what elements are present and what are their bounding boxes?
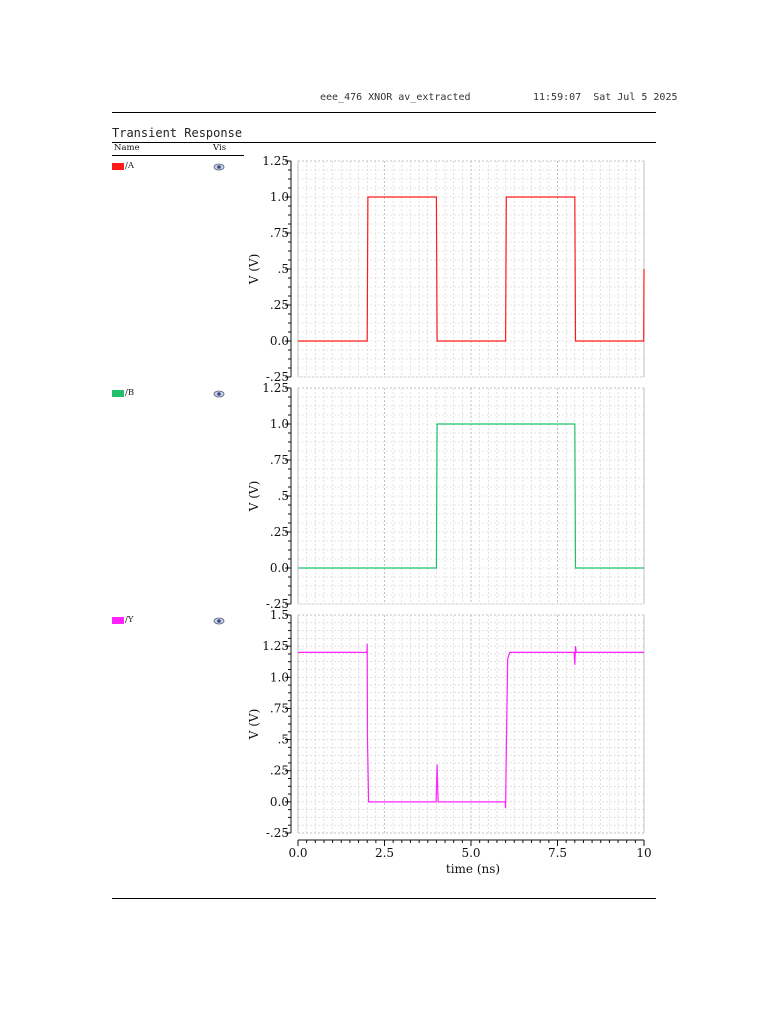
- legend-row-y[interactable]: /Y: [112, 615, 242, 627]
- plot-frame: [297, 614, 645, 834]
- x-tick-label: 2.5: [375, 846, 394, 860]
- legend-row-a[interactable]: /A: [112, 161, 242, 173]
- eye-icon[interactable]: [213, 615, 225, 627]
- y-tick-label: .5: [278, 489, 289, 503]
- y-tick-label: 1.25: [262, 639, 289, 653]
- series-line-Y: [298, 643, 644, 809]
- signal-y-name: /Y: [125, 615, 134, 625]
- y-tick-label: 0.0: [270, 334, 289, 348]
- y-tick-label: 0.0: [270, 795, 289, 809]
- y-axis-label: V (V): [247, 709, 261, 741]
- y-tick-label: -.25: [266, 370, 289, 384]
- y-tick-label: .75: [270, 226, 289, 240]
- panel-title: Transient Response: [112, 126, 243, 140]
- y-tick-label: .5: [278, 733, 289, 747]
- y-tick-label: 1.0: [270, 190, 289, 204]
- x-tick-label: 10: [636, 846, 651, 860]
- y-tick-label: 1.25: [262, 154, 289, 168]
- signal-b-swatch: [112, 390, 124, 397]
- title-rule: [112, 142, 656, 143]
- y-tick-label: -.25: [266, 826, 289, 840]
- signal-b-name: /B: [125, 388, 135, 398]
- signal-a-swatch: [112, 163, 124, 170]
- footer-rule: [112, 898, 656, 899]
- column-header-rule: [112, 155, 244, 156]
- series-line-A: [298, 196, 645, 342]
- y-tick-label: 1.0: [270, 417, 289, 431]
- name-column-header: Name: [114, 143, 140, 153]
- x-axis-label: time (ns): [446, 862, 500, 876]
- design-title: eee_476 XNOR av_extracted: [320, 92, 471, 103]
- y-tick-label: -.25: [266, 597, 289, 611]
- y-tick-label: .25: [270, 298, 289, 312]
- timestamp: 11:59:07 Sat Jul 5 2025: [533, 92, 678, 103]
- y-axis-label: V (V): [247, 254, 261, 286]
- y-tick-label: 1.25: [262, 381, 289, 395]
- x-tick-label: 0.0: [288, 846, 307, 860]
- x-tick-label: 5.0: [461, 846, 480, 860]
- y-tick-label: .75: [270, 453, 289, 467]
- y-tick-label: 1.5: [270, 608, 289, 622]
- y-tick-label: .25: [270, 525, 289, 539]
- y-tick-label: 1.0: [270, 670, 289, 684]
- signal-a-name: /A: [125, 161, 135, 171]
- vis-column-header: Vis: [213, 143, 227, 153]
- y-axis-label: V (V): [247, 481, 261, 513]
- legend-row-b[interactable]: /B: [112, 388, 242, 400]
- eye-icon[interactable]: [213, 161, 225, 173]
- x-tick-label: 7.5: [548, 846, 567, 860]
- y-tick-label: .75: [270, 701, 289, 715]
- series-line-B: [298, 423, 644, 569]
- eye-icon[interactable]: [213, 388, 225, 400]
- signal-y-swatch: [112, 617, 124, 624]
- y-tick-label: 0.0: [270, 561, 289, 575]
- y-tick-label: .25: [270, 764, 289, 778]
- header-rule: [112, 112, 656, 113]
- plot-frame: [297, 387, 645, 605]
- y-tick-label: .5: [278, 262, 289, 276]
